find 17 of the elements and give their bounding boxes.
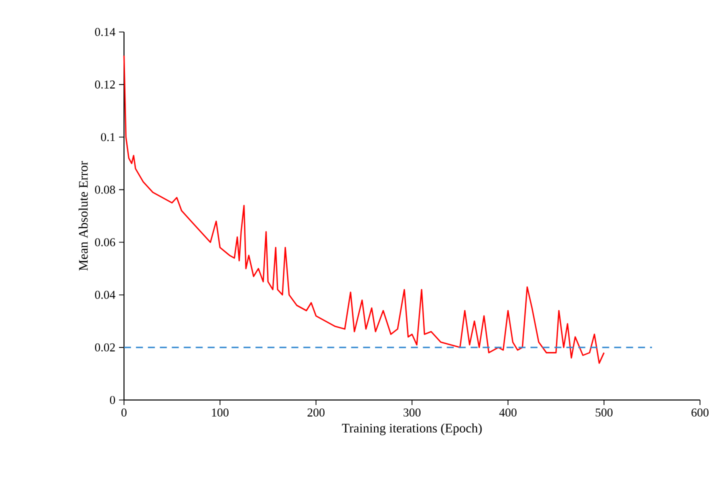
y-tick-label: 0.04 [95, 290, 116, 299]
y-tick-label: 0.08 [95, 186, 116, 194]
x-tick-label: 300 [404, 408, 421, 417]
y-tick-label: 0 [110, 396, 116, 404]
x-tick-label: 400 [499, 408, 517, 417]
y-tick-label: 0.14 [95, 28, 116, 36]
y-tick-label: 0.1 [101, 133, 115, 142]
x-tick-label: 100 [212, 408, 229, 417]
x-tick-label: 200 [308, 408, 325, 417]
x-tick-label: 0 [121, 408, 127, 417]
y-tick-label: 0.06 [95, 238, 116, 246]
y-axis-title: Mean Absolute Error [78, 161, 88, 271]
x-tick-label: 500 [596, 408, 613, 417]
y-tick-label: 0.12 [95, 80, 115, 89]
x-axis-title: Training iterations (Epoch) [342, 423, 482, 436]
y-tick-label: 0.02 [95, 343, 115, 352]
x-tick-label: 600 [692, 408, 709, 417]
